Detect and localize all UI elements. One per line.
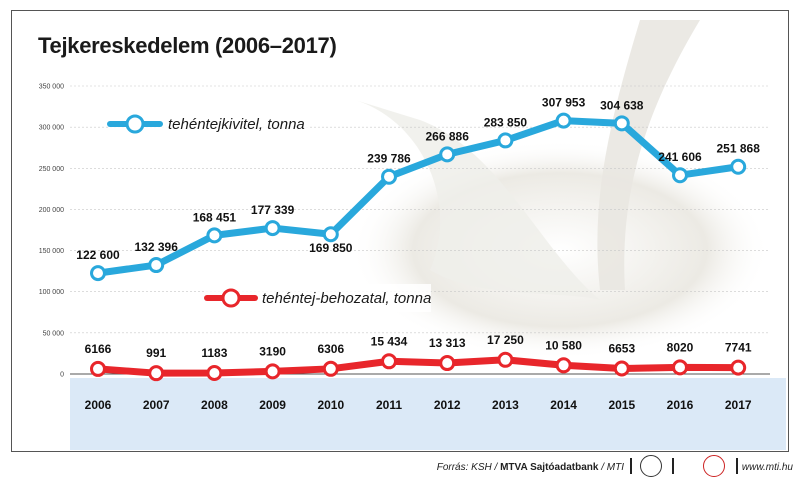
data-point [322,226,339,243]
series-line [94,356,742,377]
data-point [439,146,456,163]
data-label: 3190 [259,344,286,358]
data-label: 283 850 [484,115,528,129]
data-label: 177 339 [251,203,295,217]
data-label: 168 451 [193,210,237,224]
data-point [439,355,456,372]
line-chart: 0 50 000 100 000 150 000 200 000 250 000 300 0… [39,20,786,450]
data-point [90,265,106,282]
x-tick-label: 2016 [667,398,694,412]
separator [736,458,738,474]
y-tick-label: 350 000 [39,84,64,91]
data-label: 13 313 [429,336,466,350]
x-tick-label: 2012 [434,398,461,412]
x-tick-label: 2009 [259,398,286,412]
x-tick-label: 2013 [492,398,519,412]
data-point [672,167,688,184]
source-bold: MTVA Sajtóadatbank [500,462,599,473]
data-point [206,227,223,244]
y-tick-label: 150 000 [39,248,64,255]
data-label: 991 [146,346,166,360]
data-point [497,132,514,149]
data-label: 239 786 [367,152,411,166]
data-label: 10 580 [545,338,582,352]
data-label: 17 250 [487,333,524,347]
mti-logo-icon [703,455,725,477]
data-label: 8020 [667,340,694,354]
series-line [94,117,742,277]
y-tick-label: 0 [60,372,64,379]
data-label: 6166 [85,342,112,356]
data-point [90,360,106,377]
data-label: 6306 [317,342,344,356]
legend-export-label: tehéntejkivitel, tonna [168,116,305,133]
data-label: 122 600 [76,248,120,262]
data-label: 7741 [725,341,752,355]
data-point [381,168,397,185]
x-tick-label: 2014 [550,398,577,412]
source-credit: Forrás: KSH / MTVA Sajtóadatbank / MTI [437,462,624,473]
data-point [730,158,747,175]
y-tick-label: 250 000 [39,166,64,173]
milk-splash-illustration [350,20,770,360]
separator [630,458,632,474]
data-point [613,360,630,377]
data-label: 241 606 [658,150,702,164]
data-point [322,360,339,377]
data-label: 1183 [201,346,227,360]
x-tick-label: 2006 [85,398,112,412]
x-axis-band [70,378,786,450]
legend-import-marker [221,288,241,308]
x-tick-label: 2007 [143,398,170,412]
data-point [264,363,281,380]
x-tick-label: 2011 [376,398,402,412]
legend-export: tehéntejkivitel, tonna [107,110,310,138]
series-import: 6166 991 1183 3190 6306 15 434 13 313 17 250 10 … [85,333,752,382]
data-label: 15 434 [371,334,408,348]
data-point [672,359,688,376]
data-point [381,353,397,370]
data-point [148,257,165,274]
data-label: 6653 [608,342,635,356]
x-tick-label: 2008 [201,398,228,412]
legend-import: tehéntej-behozatal, tonna [204,284,431,312]
data-label: 307 953 [542,96,586,110]
source-suffix: / MTI [598,462,624,473]
data-point [264,220,281,237]
data-label: 169 850 [309,241,353,255]
data-label: 251 868 [717,142,761,156]
data-point [497,351,514,368]
data-point [555,357,572,374]
site-url: www.mti.hu [741,462,793,473]
data-point [730,359,747,376]
data-label: 304 638 [600,98,644,112]
y-tick-label: 50 000 [43,330,65,337]
legend-export-marker [125,114,145,134]
mtva-logo-icon [640,455,662,477]
chart-title: Tejkereskedelem (2006–2017) [38,33,337,58]
legend-import-label: tehéntej-behozatal, tonna [262,290,431,307]
data-label: 266 886 [426,129,470,143]
data-point [613,115,630,132]
y-axis: 0 50 000 100 000 150 000 200 000 250 000 300 0… [39,84,64,379]
series-export: 122 600 132 396 168 451 177 339 169 850 239 7… [76,96,761,282]
data-point [555,112,572,129]
data-point [148,365,165,382]
y-tick-label: 200 000 [39,207,64,214]
source-prefix: Forrás: KSH / [436,462,501,473]
data-point [206,365,223,382]
data-label: 132 396 [135,240,179,254]
x-tick-label: 2017 [725,398,752,412]
x-tick-label: 2010 [317,398,344,412]
x-tick-label: 2015 [608,398,635,412]
footer: Forrás: KSH / MTVA Sajtóadatbank / MTI w… [0,452,799,481]
y-tick-label: 100 000 [39,289,64,296]
y-tick-label: 300 000 [39,125,64,132]
separator [672,458,674,474]
x-axis: 2006 2007 2008 2009 2010 2011 2012 2013 2014 2015… [85,398,752,412]
